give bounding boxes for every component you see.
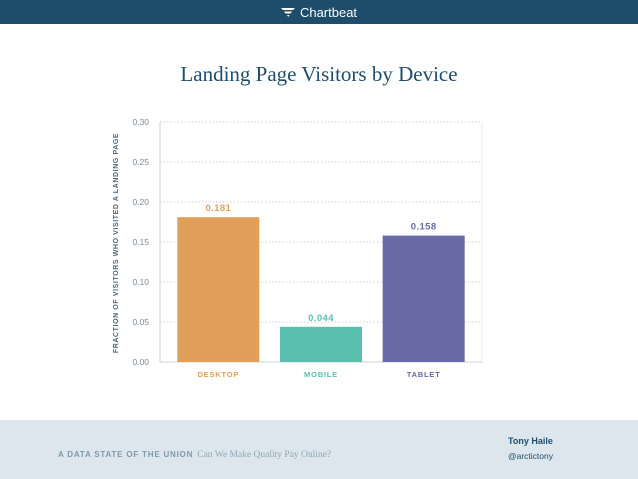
y-tick-label: 0.30	[132, 117, 149, 127]
chart-title: Landing Page Visitors by Device	[180, 62, 458, 86]
footer: A DATA STATE OF THE UNION Can We Make Qua…	[0, 420, 638, 479]
data-label-mobile: 0.044	[308, 313, 334, 324]
brand-name: Chartbeat	[299, 4, 358, 20]
author-name: Tony Haile	[508, 436, 553, 446]
data-label-desktop: 0.181	[205, 203, 231, 214]
deck-subtitle: Can We Make Quality Pay Online?	[197, 450, 332, 460]
bar-desktop	[177, 217, 260, 362]
y-tick-label: 0.20	[132, 197, 149, 207]
deck-title: A DATA STATE OF THE UNION Can We Make Qua…	[58, 450, 331, 460]
y-axis-ticks: 0.00 0.05 0.10 0.15 0.20 0.25 0.30	[132, 117, 149, 367]
y-tick-label: 0.25	[132, 157, 149, 167]
data-label-tablet: 0.158	[411, 222, 437, 233]
bars: 0.181 0.044 0.158	[177, 203, 465, 362]
x-tick-label-desktop: DESKTOP	[197, 370, 239, 379]
y-tick-label: 0.05	[132, 317, 149, 327]
y-tick-label: 0.10	[132, 277, 149, 287]
author-handle[interactable]: @arctictony	[508, 451, 554, 461]
header-bar: Chartbeat	[0, 0, 638, 24]
chartbeat-logo-icon	[280, 7, 295, 17]
x-tick-label-tablet: TABLET	[407, 370, 441, 379]
x-axis-labels: DESKTOP MOBILE TABLET	[197, 370, 441, 379]
y-tick-label: 0.00	[132, 357, 149, 367]
y-tick-label: 0.15	[132, 237, 149, 247]
y-axis-label: FRACTION OF VISITORS WHO VISITED A LANDI…	[113, 133, 120, 353]
bar-chart: 0.000.050.100.150.200.250.30 0.1810.0440…	[113, 117, 483, 379]
x-tick-label-mobile: MOBILE	[304, 370, 338, 379]
bar-mobile	[280, 326, 362, 362]
deck-series-label: A DATA STATE OF THE UNION	[58, 450, 194, 459]
bar-tablet	[382, 235, 465, 362]
